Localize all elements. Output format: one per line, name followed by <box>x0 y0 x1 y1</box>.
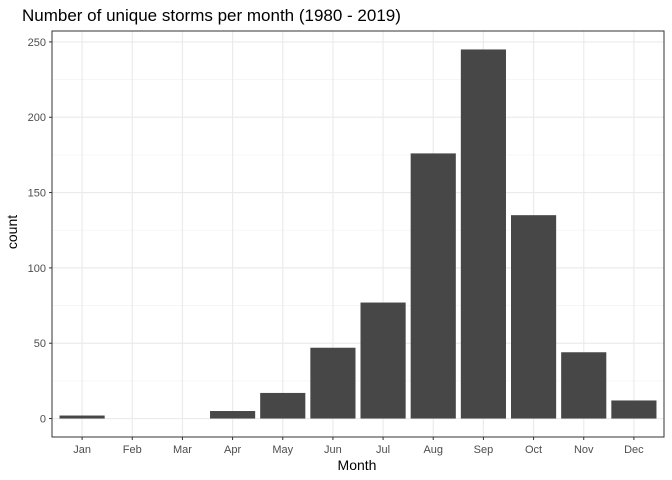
plot-panel <box>51 30 665 438</box>
bar-dec <box>611 400 657 419</box>
x-tick-label: Sep <box>474 444 494 456</box>
x-tick-label: May <box>272 444 293 456</box>
y-tick-label: 150 <box>28 188 46 200</box>
x-tick-label: Dec <box>624 444 644 456</box>
x-tick-label: Nov <box>574 444 594 456</box>
y-tick-label: 0 <box>40 414 46 426</box>
y-tick-label: 200 <box>28 112 46 124</box>
y-tick-label: 50 <box>34 338 46 350</box>
bar-jan <box>59 415 105 419</box>
y-tick-label: 100 <box>28 263 46 275</box>
x-tick-label: Jul <box>376 444 390 456</box>
x-tick-label: Feb <box>123 444 142 456</box>
bar-apr <box>210 411 256 419</box>
bar-may <box>260 392 306 419</box>
bar-nov <box>561 352 607 419</box>
bar-sep <box>460 49 506 419</box>
bar-oct <box>511 215 557 419</box>
x-tick-label: Oct <box>525 444 542 456</box>
x-tick-label: Jan <box>73 444 91 456</box>
y-tick-label: 250 <box>28 37 46 49</box>
bar-jul <box>360 302 406 419</box>
x-tick-label: Jun <box>324 444 342 456</box>
bar-aug <box>410 153 456 419</box>
x-axis-title: Month <box>338 457 377 473</box>
chart-title: Number of unique storms per month (1980 … <box>22 6 401 25</box>
bar-jun <box>310 347 356 419</box>
x-tick-label: Aug <box>423 444 443 456</box>
x-tick-label: Apr <box>224 444 241 456</box>
y-axis-title: count <box>4 215 20 249</box>
x-tick-label: Mar <box>173 444 192 456</box>
